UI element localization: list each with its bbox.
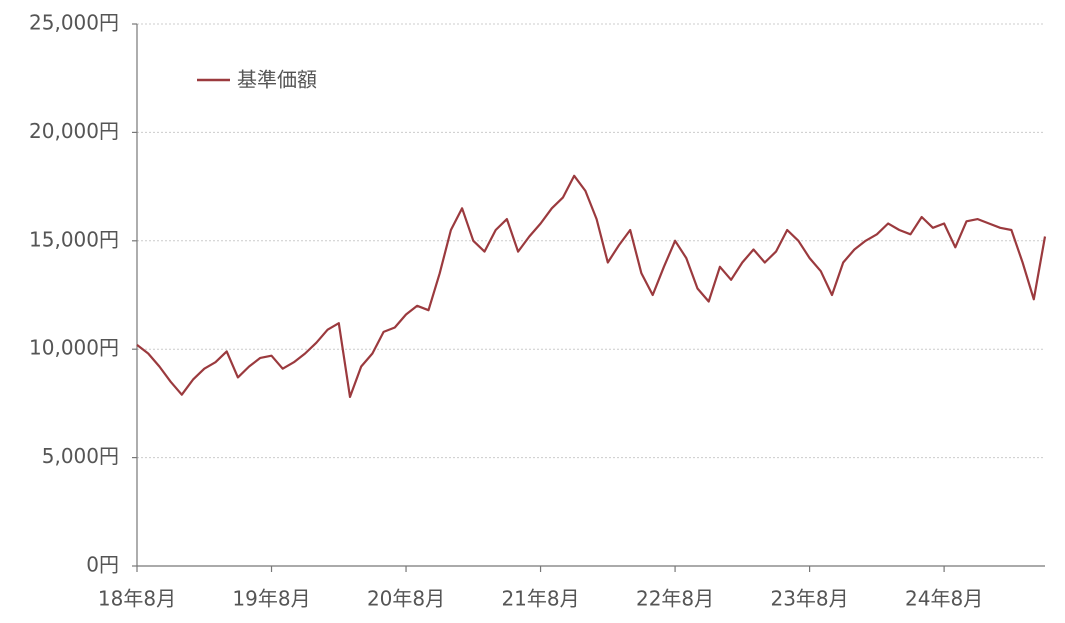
legend-label: 基準価額: [237, 68, 317, 92]
x-tick-label: 24年8月: [905, 587, 983, 611]
y-tick-label: 25,000円: [29, 11, 119, 35]
x-tick-label: 21年8月: [501, 587, 579, 611]
y-tick-label: 0円: [86, 553, 119, 577]
x-tick-label: 18年8月: [98, 587, 176, 611]
x-tick-label: 23年8月: [770, 587, 848, 611]
y-tick-label: 15,000円: [29, 227, 119, 251]
x-tick-label: 22年8月: [636, 587, 714, 611]
y-tick-label: 20,000円: [29, 119, 119, 143]
y-tick-label: 5,000円: [42, 444, 119, 468]
x-tick-label: 20年8月: [367, 587, 445, 611]
series-line: [136, 174, 1047, 398]
x-tick-label: 19年8月: [232, 587, 310, 611]
y-tick-label: 10,000円: [29, 336, 119, 360]
